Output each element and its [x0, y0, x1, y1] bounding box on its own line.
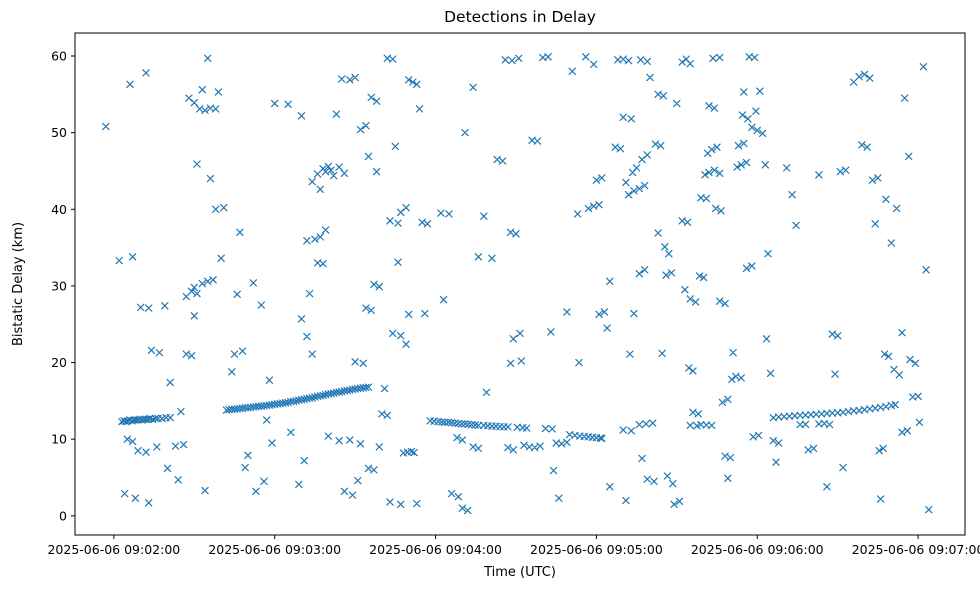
y-tick-label: 40: [51, 202, 67, 217]
x-tick-label: 2025-06-06 09:02:00: [47, 542, 180, 557]
y-tick-label: 0: [59, 508, 67, 523]
y-tick-label: 60: [51, 48, 67, 63]
x-tick-label: 2025-06-06 09:07:00: [852, 542, 980, 557]
y-tick-label: 30: [51, 278, 67, 293]
x-tick-label: 2025-06-06 09:05:00: [530, 542, 663, 557]
plot-area: 2025-06-06 09:02:00 2025-06-06 09:03:00 20…: [47, 32, 980, 557]
x-tick-label: 2025-06-06 09:03:00: [208, 542, 341, 557]
scatter-points: [102, 53, 933, 515]
y-tick-label: 10: [51, 432, 67, 447]
y-axis-label: Bistatic Delay (km): [11, 222, 26, 346]
x-axis-label: Time (UTC): [483, 565, 556, 580]
x-tick-label: 2025-06-06 09:06:00: [691, 542, 824, 557]
axes-frame: [74, 32, 966, 536]
y-tick-label: 20: [51, 355, 67, 370]
chart-title: Detections in Delay: [444, 8, 596, 26]
y-tick-label: 50: [51, 125, 67, 140]
x-tick-label: 2025-06-06 09:04:00: [369, 542, 502, 557]
